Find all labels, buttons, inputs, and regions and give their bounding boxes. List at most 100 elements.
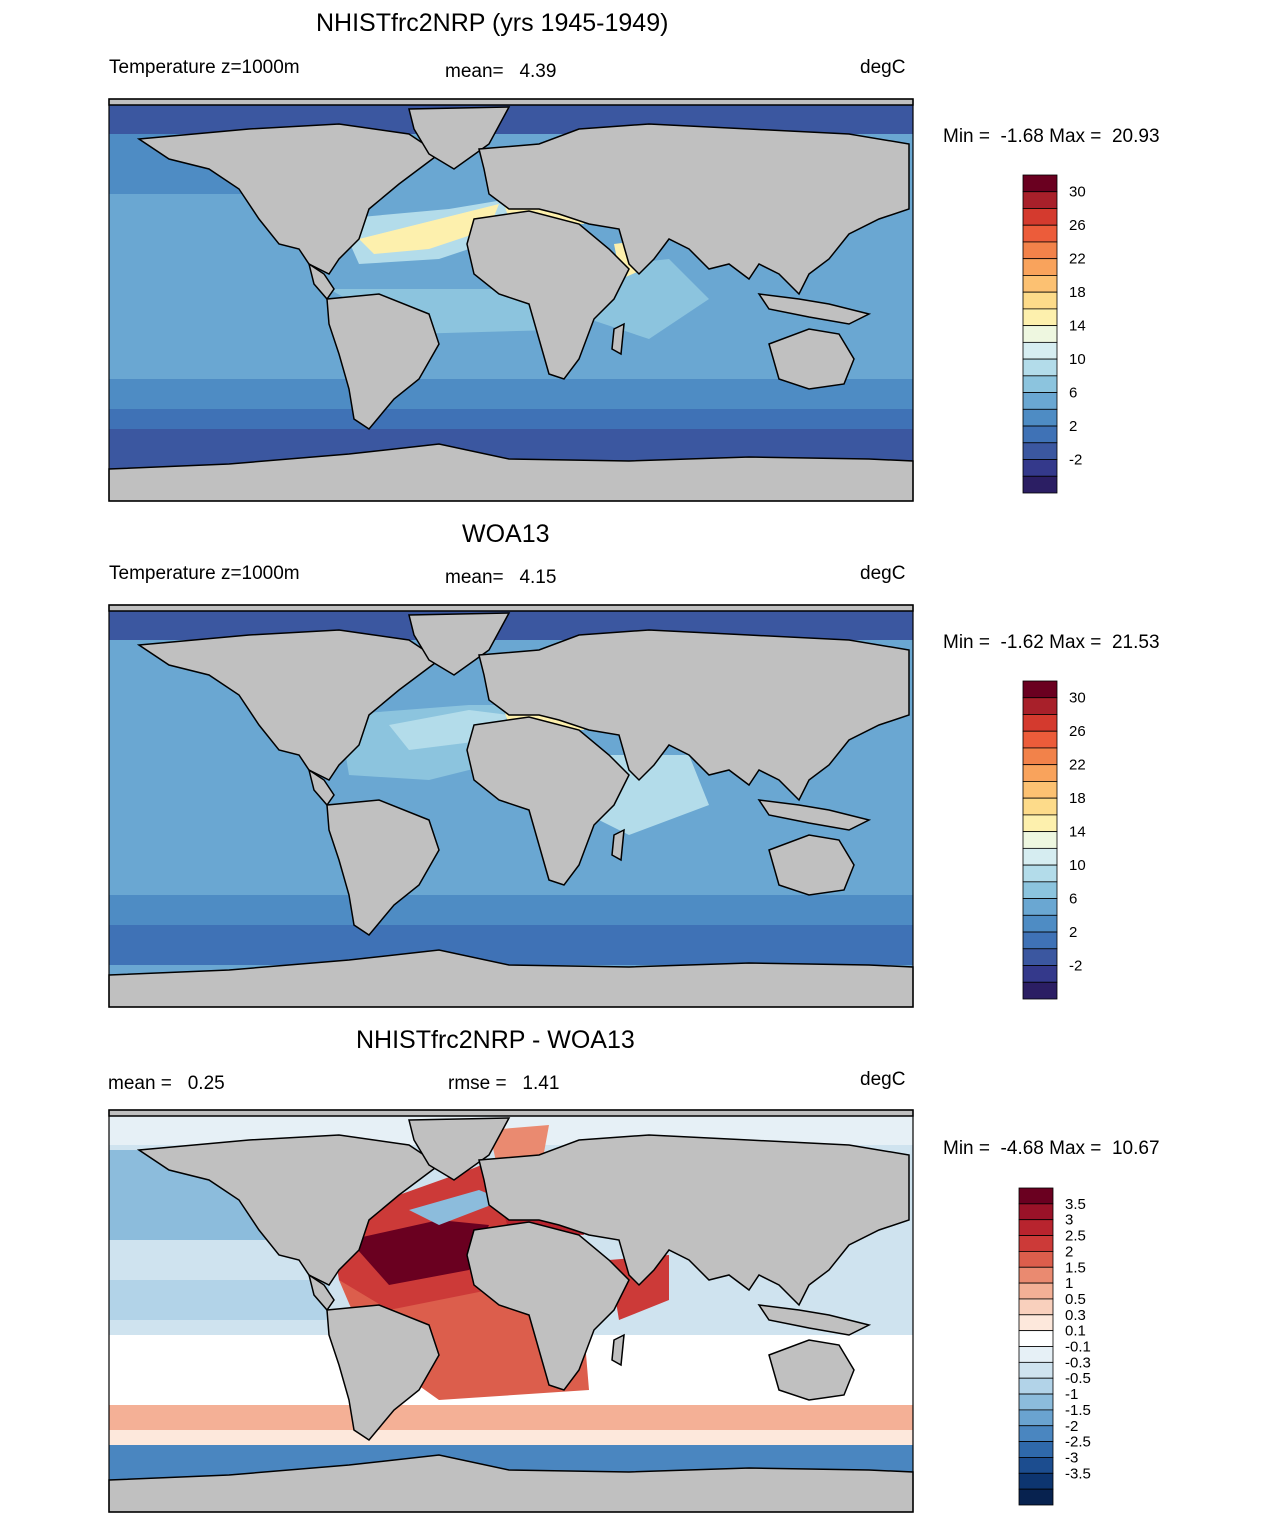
panel3-colorbar: 3.532.521.510.50.30.1-0.1-0.3-0.5-1-1.5-… [1018,1187,1091,1506]
panel3-colorbar-swatch [1018,1488,1054,1506]
panel2-colorbar-tick-label: 30 [1069,690,1086,707]
panel3-colorbar-tick-label: -1.5 [1065,1402,1091,1419]
panel3-colorbar-tick-label: 1 [1065,1275,1073,1292]
panel1-colorbar-tick-label: 10 [1069,351,1086,368]
panel2-title: WOA13 [462,520,550,548]
panel3-colorbar-tick-label: 0.1 [1065,1323,1086,1340]
map3-southern-band-a [109,1405,913,1430]
map2-southern-band-a [109,895,913,925]
panel1-colorbar-swatch [1022,375,1058,393]
panel3-colorbar-swatch [1018,1361,1054,1379]
panel3-colorbar-tick-label: -2 [1065,1418,1078,1435]
panel2-colorbar-swatch [1022,714,1058,732]
panel2-units: degC [860,563,906,584]
panel2-colorbar-swatch [1022,914,1058,933]
panel3-colorbar-swatch [1018,1409,1054,1427]
panel3-colorbar-swatch [1018,1393,1054,1411]
panel3-mean-label: mean = 0.25 [108,1073,225,1094]
map3-southern-band-b [109,1430,913,1445]
panel1-colorbar-swatch [1022,425,1058,444]
panel2-colorbar-tick-label: 2 [1069,924,1077,941]
map3-north-atlantic-peak [349,1220,489,1285]
panel1-colorbar-swatch [1022,275,1058,293]
panel1-colorbar-tick-label: 18 [1069,284,1086,301]
panel2-colorbar-swatch [1022,847,1058,866]
panel1-colorbar-swatch [1022,174,1058,193]
panel1-left-label: Temperature z=1000m [109,57,300,78]
panel3-minmax: Min = -4.68 Max = 10.67 [943,1138,1160,1159]
panel1-colorbar-swatch [1022,392,1058,410]
panel3-colorbar-swatch [1018,1266,1054,1284]
panel3-colorbar-swatch [1018,1235,1054,1252]
panel1-colorbar-swatch [1022,224,1058,243]
panel1-colorbar: 30 26 22 18 14 10 6 2 -2 [1022,174,1086,494]
panel3-colorbar-tick-label: -1 [1065,1386,1078,1403]
panel2-colorbar: 30 26 22 18 14 10 6 2 -2 [1022,680,1086,1000]
map1-southern-band-b [109,409,913,429]
panel1-colorbar-swatch [1022,308,1058,327]
panel3-colorbar-tick-label: -3.5 [1065,1465,1091,1482]
panel1-colorbar-swatch [1022,241,1058,260]
panel3-colorbar-swatch [1018,1441,1054,1458]
map2-frame [108,604,914,1008]
panel1-units: degC [860,57,906,78]
panel3-colorbar-tick-label: -0.3 [1065,1354,1091,1371]
panel2-colorbar-swatch [1022,797,1058,816]
panel1-colorbar-tick-label: 22 [1069,251,1086,268]
panel3-colorbar-tick-label: -0.1 [1065,1339,1091,1356]
panel2-colorbar-swatch [1022,881,1058,899]
panel3-colorbar-tick-label: 0.3 [1065,1307,1086,1324]
panel2-colorbar-swatch [1022,864,1058,883]
panel3-colorbar-tick-label: 0.5 [1065,1291,1086,1308]
panel3-colorbar-tick-label: -3 [1065,1449,1078,1466]
map1-southern-band-a [109,379,913,409]
panel3-colorbar-swatch [1018,1203,1054,1221]
panel2-colorbar-swatch [1022,697,1058,715]
map1-atlantic-hot [359,204,499,254]
panel1-colorbar-swatch [1022,291,1058,310]
panel1-colorbar-swatch [1022,325,1058,343]
panel2-colorbar-swatch [1022,965,1058,983]
panel1-mean-label: mean= 4.39 [445,61,557,82]
panel2-colorbar-swatch [1022,981,1058,1000]
panel1-colorbar-tick-label: 26 [1069,217,1086,234]
panel3-colorbar-swatch [1018,1425,1054,1443]
panel3-colorbar-tick-label: -2.5 [1065,1434,1091,1451]
panel2-colorbar-swatch [1022,831,1058,849]
panel3-colorbar-tick-label: 2 [1065,1243,1073,1260]
panel3-rmse-label: rmse = 1.41 [448,1073,560,1094]
panel3-title: NHISTfrc2NRP - WOA13 [356,1026,635,1054]
map3 [108,1109,914,1513]
panel3-colorbar-tick-label: -0.5 [1065,1370,1091,1387]
map3-frame [108,1109,914,1513]
panel2-colorbar-swatch [1022,931,1058,950]
panel2-colorbar-tick-label: 14 [1069,824,1086,841]
panel1-colorbar-swatch [1022,208,1058,226]
panel1-colorbar-tick-label: 14 [1069,318,1086,335]
panel3-colorbar-tick-label: 3 [1065,1212,1073,1229]
panel2-colorbar-swatch [1022,814,1058,833]
panel3-colorbar-swatch [1018,1282,1054,1300]
panel3-colorbar-swatch [1018,1251,1054,1268]
panel3-colorbar-swatch [1018,1187,1054,1205]
panel3-colorbar-swatch [1018,1457,1054,1474]
panel1-title: NHISTfrc2NRP (yrs 1945-1949) [316,9,669,37]
panel3-colorbar-tick-label: 2.5 [1065,1228,1086,1245]
panel2-colorbar-tick-label: 10 [1069,857,1086,874]
panel1-minmax: Min = -1.68 Max = 20.93 [943,126,1160,147]
map3-tropical-pacific-band [109,1280,329,1320]
panel2-colorbar-swatch [1022,730,1058,749]
panel2-colorbar-swatch [1022,948,1058,966]
panel1-colorbar-tick-label: 6 [1069,385,1077,402]
panel2-colorbar-swatch [1022,764,1058,782]
panel2-colorbar-tick-label: -2 [1069,958,1082,975]
panel1-colorbar-swatch [1022,459,1058,477]
panel2-left-label: Temperature z=1000m [109,563,300,584]
panel3-colorbar-swatch [1018,1377,1054,1395]
panel2-colorbar-tick-label: 6 [1069,891,1077,908]
map2-southern-band-b [109,925,913,965]
panel1-colorbar-swatch [1022,341,1058,360]
panel3-colorbar-swatch [1018,1298,1054,1316]
panel3-colorbar-swatch [1018,1314,1054,1332]
